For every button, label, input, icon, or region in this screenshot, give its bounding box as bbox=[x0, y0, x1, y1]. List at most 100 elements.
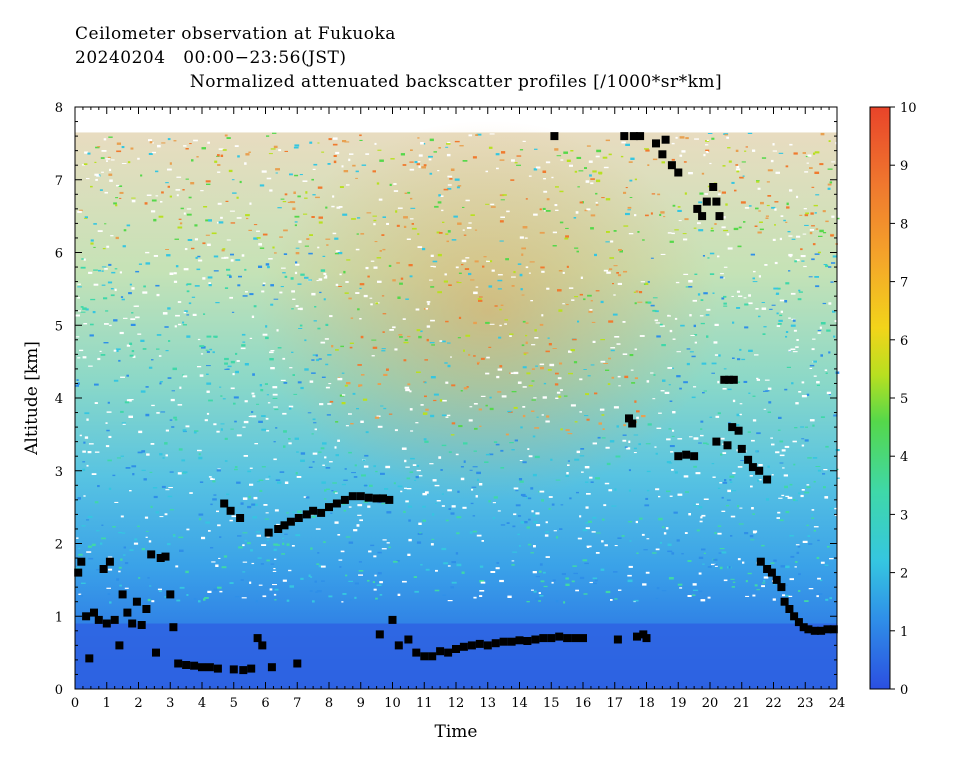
noise-speck bbox=[249, 337, 253, 339]
noise-speck bbox=[462, 206, 465, 208]
noise-speck bbox=[590, 178, 595, 180]
noise-speck bbox=[230, 253, 234, 256]
noise-speck bbox=[634, 178, 637, 181]
noise-speck bbox=[603, 363, 609, 364]
noise-speck bbox=[739, 403, 743, 405]
cloud-base-marker bbox=[412, 648, 421, 657]
noise-speck bbox=[295, 261, 298, 264]
noise-speck bbox=[129, 549, 134, 551]
noise-speck bbox=[101, 284, 106, 286]
noise-speck bbox=[695, 503, 699, 505]
noise-speck bbox=[236, 196, 239, 199]
noise-speck bbox=[384, 488, 389, 490]
noise-speck bbox=[579, 576, 585, 580]
noise-speck bbox=[626, 447, 631, 450]
noise-speck bbox=[526, 601, 530, 603]
noise-speck bbox=[118, 566, 122, 569]
noise-speck bbox=[288, 569, 292, 572]
noise-speck bbox=[266, 177, 272, 180]
noise-speck bbox=[315, 528, 321, 530]
noise-speck bbox=[199, 517, 202, 521]
noise-speck bbox=[522, 495, 528, 497]
noise-speck bbox=[666, 438, 671, 441]
noise-speck bbox=[727, 147, 731, 149]
noise-speck bbox=[208, 282, 211, 284]
noise-speck bbox=[382, 248, 386, 251]
noise-speck bbox=[350, 423, 354, 425]
noise-speck bbox=[457, 282, 462, 284]
noise-speck bbox=[671, 142, 675, 145]
noise-speck bbox=[589, 476, 593, 479]
noise-speck bbox=[415, 308, 420, 311]
noise-speck bbox=[795, 346, 799, 348]
cloud-base-marker bbox=[115, 641, 124, 650]
noise-speck bbox=[684, 192, 687, 195]
noise-speck bbox=[754, 584, 758, 587]
noise-speck bbox=[148, 139, 153, 142]
noise-speck bbox=[183, 145, 187, 147]
noise-speck bbox=[177, 226, 183, 229]
noise-speck bbox=[623, 225, 629, 227]
noise-speck bbox=[343, 479, 348, 481]
noise-speck bbox=[807, 457, 812, 459]
noise-speck bbox=[110, 294, 115, 297]
noise-speck bbox=[176, 176, 182, 178]
y-tick-label: 5 bbox=[55, 319, 63, 334]
noise-speck bbox=[543, 585, 548, 588]
noise-speck bbox=[698, 556, 704, 559]
noise-speck bbox=[659, 323, 663, 326]
noise-speck bbox=[376, 182, 380, 185]
cloud-base-marker bbox=[420, 652, 429, 661]
noise-speck bbox=[744, 150, 747, 152]
noise-speck bbox=[454, 178, 460, 181]
cloud-base-marker bbox=[375, 630, 384, 639]
noise-speck bbox=[273, 145, 278, 149]
noise-speck bbox=[782, 467, 785, 469]
noise-speck bbox=[753, 270, 756, 273]
x-tick-label: 3 bbox=[166, 696, 174, 711]
noise-speck bbox=[355, 170, 359, 173]
noise-speck bbox=[288, 405, 294, 408]
noise-speck bbox=[720, 273, 724, 275]
noise-speck bbox=[788, 235, 793, 237]
noise-speck bbox=[313, 163, 318, 166]
noise-speck bbox=[576, 491, 579, 494]
noise-speck bbox=[88, 271, 93, 274]
noise-speck bbox=[517, 263, 522, 265]
noise-speck bbox=[119, 197, 122, 199]
noise-speck bbox=[201, 536, 206, 540]
noise-speck bbox=[496, 167, 499, 170]
noise-speck bbox=[294, 144, 300, 147]
noise-speck bbox=[222, 398, 226, 400]
noise-speck bbox=[108, 487, 112, 490]
colorbar-tick-label: 1 bbox=[900, 625, 908, 640]
noise-speck bbox=[805, 426, 808, 428]
noise-speck bbox=[295, 534, 301, 537]
noise-speck bbox=[448, 284, 452, 286]
noise-speck bbox=[94, 161, 97, 163]
noise-speck bbox=[681, 553, 684, 555]
noise-speck bbox=[103, 138, 107, 141]
noise-speck bbox=[351, 218, 356, 220]
noise-speck bbox=[627, 579, 633, 583]
noise-speck bbox=[259, 184, 265, 187]
noise-speck bbox=[545, 210, 551, 212]
noise-speck bbox=[99, 189, 103, 191]
noise-speck bbox=[797, 545, 801, 548]
noise-speck bbox=[683, 238, 688, 241]
noise-speck bbox=[646, 538, 650, 540]
noise-speck bbox=[88, 365, 93, 367]
noise-speck bbox=[244, 363, 249, 366]
noise-speck bbox=[403, 510, 406, 513]
noise-speck bbox=[279, 236, 283, 238]
noise-speck bbox=[652, 552, 657, 554]
cloud-base-marker bbox=[642, 634, 651, 643]
noise-speck bbox=[681, 150, 686, 153]
noise-speck bbox=[721, 551, 727, 554]
noise-speck bbox=[203, 598, 206, 601]
noise-speck bbox=[365, 153, 370, 155]
noise-speck bbox=[319, 403, 324, 406]
noise-speck bbox=[231, 179, 235, 181]
noise-speck bbox=[377, 551, 382, 554]
noise-speck bbox=[362, 398, 368, 401]
